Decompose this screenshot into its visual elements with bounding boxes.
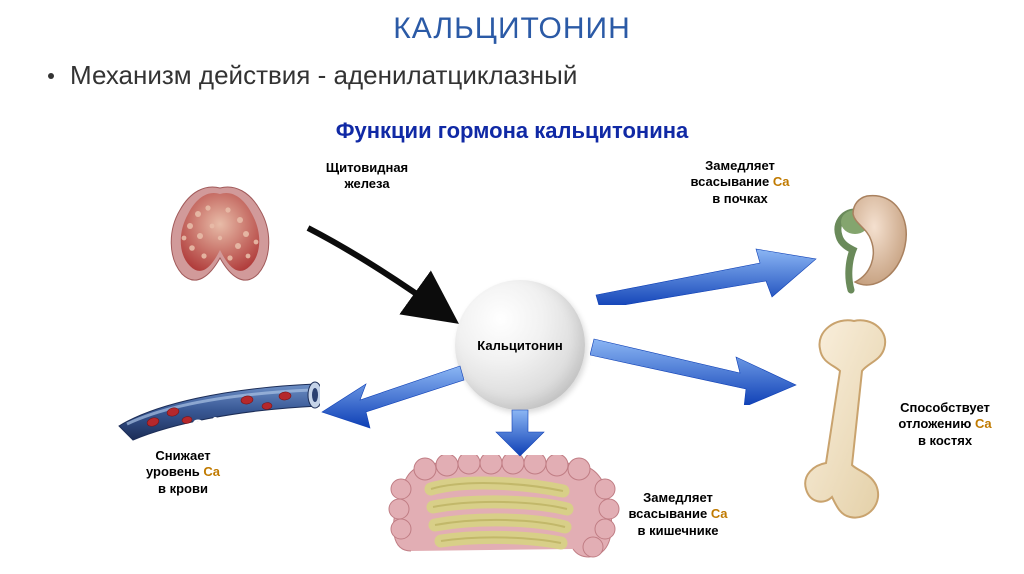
slide-title: КАЛЬЦИТОНИН [0,12,1024,46]
center-label: Кальцитонин [477,338,562,353]
kidney-label-post: в почках [712,191,768,206]
kidney-label-ca: Ca [773,174,790,189]
thyroid-label: Щитовиднаяжелеза [302,160,432,193]
intestine-label-post: в кишечнике [638,523,719,538]
kidney-label: Замедляетвсасывание Ca в почках [670,158,810,207]
intestine-label: Замедляетвсасывание Ca в кишечнике [608,490,748,539]
kidney-label-pre: Замедляетвсасывание [691,158,775,189]
intestine-icon [385,455,620,565]
blood-label-pre: Снижаетуровень [146,448,211,479]
kidney-icon [825,190,910,295]
arrow-kidney-icon [590,245,820,305]
bullet-text: Механизм действия - аденилатциклазный [70,60,577,91]
arrow-bone-icon [590,325,800,405]
intestine-label-ca: Ca [711,506,728,521]
blood-label-ca: Ca [203,464,220,479]
blood-label: Снижаетуровень Ca в крови [128,448,238,497]
diagram-container: Кальцитонин Щитовиднаяжелеза [0,100,1024,570]
bone-label-post: в костях [918,433,972,448]
intestine-label-pre: Замедляетвсасывание [629,490,713,521]
thyroid-icon [150,180,290,285]
bullet-dot [48,73,54,79]
arrow-intestine-icon [490,408,550,458]
bone-label-ca: Ca [975,416,992,431]
bone-label: Способствуетотложению Caв костях [880,400,1010,449]
blood-label-post: в крови [158,481,208,496]
ca2-text: Ca [192,417,212,434]
ca2-label: Ca2+ [192,416,224,435]
center-sphere: Кальцитонин [455,280,585,410]
arrow-blood-icon [320,360,465,430]
bullet-row: Механизм действия - аденилатциклазный [48,60,577,91]
thyroid-label-text: Щитовиднаяжелеза [326,160,408,191]
arrow-thyroid-icon [300,220,460,330]
